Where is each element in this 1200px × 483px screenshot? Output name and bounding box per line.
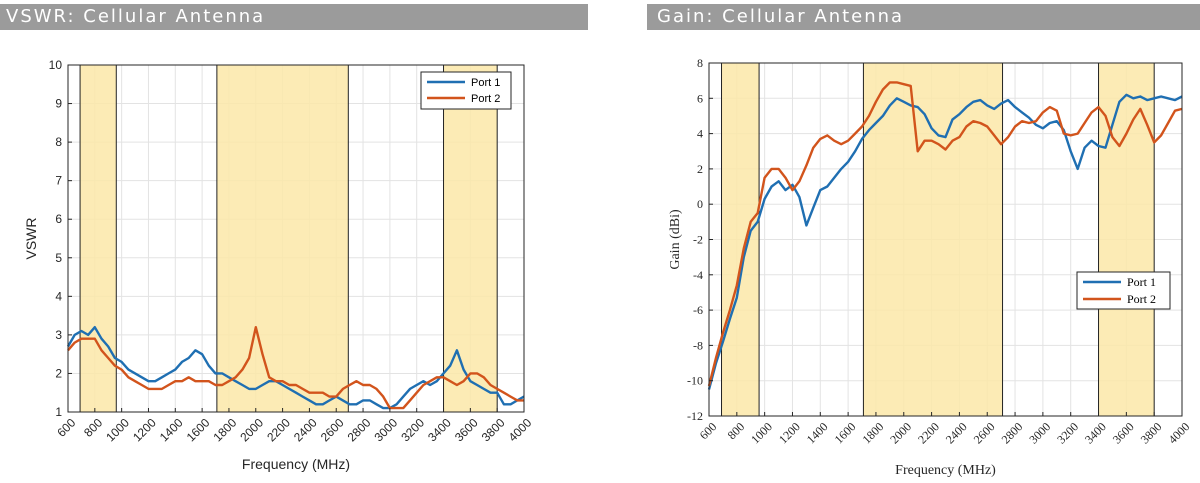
y-tick-label: -10	[687, 374, 703, 388]
y-tick-label: 0	[697, 197, 703, 211]
gain-chart-title: Gain: Cellular Antenna	[647, 4, 1200, 30]
x-tick-label: 4000	[1165, 420, 1192, 447]
frequency-band-3	[1098, 62, 1155, 417]
x-tick-label: 2400	[291, 415, 320, 444]
vswr-chart: 1 2 3 4 5 6 7 8 9 10 600 80010001200140016001800200…	[23, 58, 535, 472]
y-tick-label: 2	[55, 366, 62, 380]
y-tick-label: 6	[697, 91, 703, 105]
frequency-band-3	[443, 64, 498, 413]
x-tick-label: 800	[725, 420, 748, 443]
x-tick-label: 2800	[999, 420, 1026, 447]
legend-label-port-1: Port 1	[471, 77, 500, 89]
x-tick-label: 1200	[130, 415, 159, 444]
x-tick-label: 600	[697, 420, 720, 443]
x-tick-label: 1000	[103, 415, 132, 444]
frequency-band-1	[721, 62, 760, 417]
frequency-band-2	[216, 64, 349, 413]
x-tick-label: 3200	[398, 415, 427, 444]
x-tick-label: 2000	[887, 420, 914, 447]
legend-box	[1076, 271, 1171, 310]
x-tick-label: 2600	[971, 420, 998, 447]
x-tick-label: 2400	[943, 420, 970, 447]
axes-frame	[67, 64, 525, 413]
x-tick-label: 3600	[1110, 420, 1137, 447]
x-tick-label: 2600	[318, 415, 347, 444]
series-line-port-1	[66, 326, 525, 410]
y-tick-label: 10	[49, 58, 63, 72]
x-tick-label: 2200	[915, 420, 942, 447]
y-tick-label: 8	[55, 135, 62, 149]
series-line-port-2	[707, 81, 1183, 387]
x-axis-label: Frequency (MHz)	[242, 456, 350, 472]
x-tick-label: 1800	[859, 420, 886, 447]
x-tick-label: 600	[54, 415, 78, 439]
x-tick-label: 2200	[264, 415, 293, 444]
y-tick-label: 8	[697, 56, 703, 70]
y-tick-label: 6	[55, 212, 62, 226]
x-tick-label: 3000	[371, 415, 400, 444]
x-tick-label: 1400	[804, 420, 831, 447]
legend-box	[420, 71, 512, 110]
y-tick-label: 9	[55, 97, 62, 111]
gain-chart: -12 -10 -8 -6 -4 -2 0 2 4 6 8 600 800 1000 1200 1400 160…	[668, 56, 1192, 478]
legend: Port 1 Port 2	[420, 71, 512, 110]
legend: Port 1 Port 2	[1076, 271, 1171, 310]
y-tick-label: -6	[693, 303, 703, 317]
x-tick-label: 3800	[1138, 420, 1165, 447]
legend-label-port-2: Port 2	[1127, 292, 1156, 306]
x-tick-label: 800	[81, 415, 105, 439]
x-tick-label: 3200	[1054, 420, 1081, 447]
y-tick-label: 1	[55, 405, 62, 419]
y-tick-label: 2	[697, 162, 703, 176]
y-axis-label: Gain (dBi)	[668, 209, 683, 270]
x-tick-label: 2800	[345, 415, 374, 444]
series-line-port-2	[67, 326, 524, 410]
y-tick-label: 3	[55, 328, 62, 342]
y-tick-label: 4	[697, 127, 703, 141]
y-tick-label: -2	[693, 233, 703, 247]
x-tick-label: 3400	[425, 415, 454, 444]
y-tick-label: 4	[55, 289, 62, 303]
y-tick-label: 7	[55, 174, 62, 188]
x-tick-label: 1400	[157, 415, 186, 444]
x-tick-label: 1600	[832, 420, 859, 447]
x-tick-label: 1800	[211, 415, 240, 444]
legend-label-port-1: Port 1	[1127, 275, 1156, 289]
x-tick-label: 3400	[1082, 420, 1109, 447]
x-tick-label: 4000	[506, 415, 535, 444]
vswr-panel: VSWR: Cellular Antenna 1 2 3 4 5 6 7 8 9 10 600 800…	[0, 0, 588, 483]
x-tick-label: 2000	[237, 415, 266, 444]
frequency-band-1	[79, 64, 117, 413]
gain-panel: Gain: Cellular Antenna -12 -10 -8 -6 -4 -2 0 2 4…	[647, 0, 1200, 483]
y-tick-label: -4	[693, 268, 703, 282]
legend-label-port-2: Port 2	[471, 93, 500, 105]
x-tick-label: 1200	[776, 420, 803, 447]
x-tick-label: 1000	[748, 420, 775, 447]
x-tick-label: 3800	[479, 415, 508, 444]
x-tick-label: 3600	[452, 415, 481, 444]
x-axis-label: Frequency (MHz)	[895, 463, 996, 478]
y-tick-label: -12	[687, 409, 703, 423]
vswr-chart-title: VSWR: Cellular Antenna	[0, 4, 588, 30]
x-tick-label: 1600	[184, 415, 213, 444]
series-line-port-1	[707, 93, 1183, 390]
x-tick-label: 3000	[1026, 420, 1053, 447]
y-tick-label: -8	[693, 338, 703, 352]
y-axis-label: VSWR	[23, 218, 39, 260]
y-tick-label: 5	[55, 251, 62, 265]
